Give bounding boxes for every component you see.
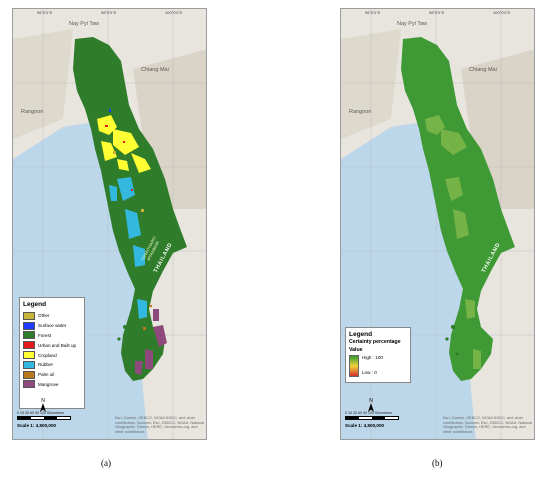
legend-item: Forest — [23, 331, 81, 341]
legend-item-label: Urban and Built up — [38, 342, 77, 348]
north-label: N — [369, 398, 373, 404]
legend-swatch — [23, 380, 35, 389]
figure-caption: (b) — [432, 458, 443, 468]
scale-bar: 0 15 30 60 90 120 Kilometers Scale 1: 4,… — [345, 411, 413, 437]
legend-item: Cropland — [23, 350, 81, 360]
legend-swatch — [23, 311, 35, 320]
top-tick-label: 96°0'0"E — [37, 10, 53, 15]
legend-title: Legend — [23, 301, 47, 308]
scale-bar-graphic — [345, 416, 399, 420]
north-label: N — [41, 398, 45, 404]
legend-item-label: Surface water — [38, 323, 67, 329]
legend-item-label: Rubber — [38, 362, 54, 368]
north-arrow-icon: N — [368, 398, 374, 412]
top-tick-label: 98°0'0"E — [429, 10, 445, 15]
attribution-text: Esri, Garmin, GEBCO, NOAA NGDC, and othe… — [443, 416, 533, 434]
legend-swatch — [23, 341, 35, 350]
medium-certainty-patches — [425, 115, 481, 369]
legend-item: Urban and Built up — [23, 340, 81, 350]
legend-swatch — [23, 351, 35, 360]
legend-title: Legend — [349, 331, 373, 338]
islands — [445, 325, 459, 356]
legend-swatch — [23, 360, 35, 369]
place-label-capital: Nay Pyi Taw — [69, 21, 100, 27]
top-tick-label: 96°0'0"E — [365, 10, 381, 15]
place-label-capital: Nay Pyi Taw — [397, 21, 428, 27]
legend-item-label: Forest — [38, 332, 52, 338]
top-tick-label: 100°0'0"E — [165, 10, 183, 15]
other-specks — [105, 109, 152, 330]
figure-caption: (a) — [101, 458, 111, 468]
legend: Legend Certainty percentage Value High :… — [345, 327, 411, 383]
legend-swatch — [23, 321, 35, 330]
islands — [117, 325, 131, 356]
legend: Legend Other Surface water Forest Urban … — [19, 297, 85, 409]
rubber-patches — [109, 177, 147, 319]
legend-item: Surface water — [23, 321, 81, 331]
scale-unit: Kilometers — [374, 411, 392, 415]
legend-item: Mangrove — [23, 380, 81, 390]
place-label-district: Chiang Mai — [469, 67, 497, 73]
legend-subtitle: Certainty percentage — [349, 339, 401, 345]
scale-bar-graphic — [17, 416, 71, 420]
top-tick-label: 100°0'0"E — [493, 10, 511, 15]
place-label-district: Chiang Mai — [141, 67, 169, 73]
scale-bar: 0 15 30 60 90 120 Kilometers Scale 1: 4,… — [17, 411, 85, 437]
north-arrow-icon: N — [40, 398, 46, 412]
attribution-text: Esri, Garmin, GEBCO, NOAA NGDC, and othe… — [115, 416, 205, 434]
scale-text: Scale 1: 4,500,000 — [345, 423, 385, 428]
scale-numbers: 0 15 30 60 90 120 — [17, 411, 46, 415]
mangrove-patches — [135, 309, 167, 375]
legend-value-label: Value — [349, 347, 363, 353]
legend-item: Other — [23, 311, 81, 321]
legend-item: Rubber — [23, 360, 81, 370]
legend-swatch — [23, 331, 35, 340]
legend-item-label: Other — [38, 313, 50, 319]
legend-item-label: Mangrove — [38, 381, 59, 387]
legend-swatch — [23, 370, 35, 379]
scale-numbers: 0 15 30 60 90 120 — [345, 411, 374, 415]
land-cover-map-panel: 96°0'0"E 98°0'0"E 100°0'0"E Nay Pyi Taw … — [12, 8, 207, 440]
certainty-low-label: Low : 0 — [362, 370, 377, 375]
scale-unit: Kilometers — [46, 411, 64, 415]
certainty-color-ramp — [349, 355, 359, 377]
legend-item-label: Palm oil — [38, 372, 55, 378]
certainty-high-label: High : 100 — [362, 355, 383, 360]
top-tick-label: 98°0'0"E — [101, 10, 117, 15]
place-label-city: Rangoon — [349, 109, 372, 115]
scale-text: Scale 1: 4,500,000 — [17, 423, 57, 428]
certainty-map-panel: 96°0'0"E 98°0'0"E 100°0'0"E Nay Pyi Taw … — [340, 8, 535, 440]
place-label-city: Rangoon — [21, 109, 44, 115]
certainty-ramp: High : 100 Low : 0 — [349, 355, 407, 377]
legend-item: Palm oil — [23, 370, 81, 380]
legend-item-label: Cropland — [38, 352, 57, 358]
